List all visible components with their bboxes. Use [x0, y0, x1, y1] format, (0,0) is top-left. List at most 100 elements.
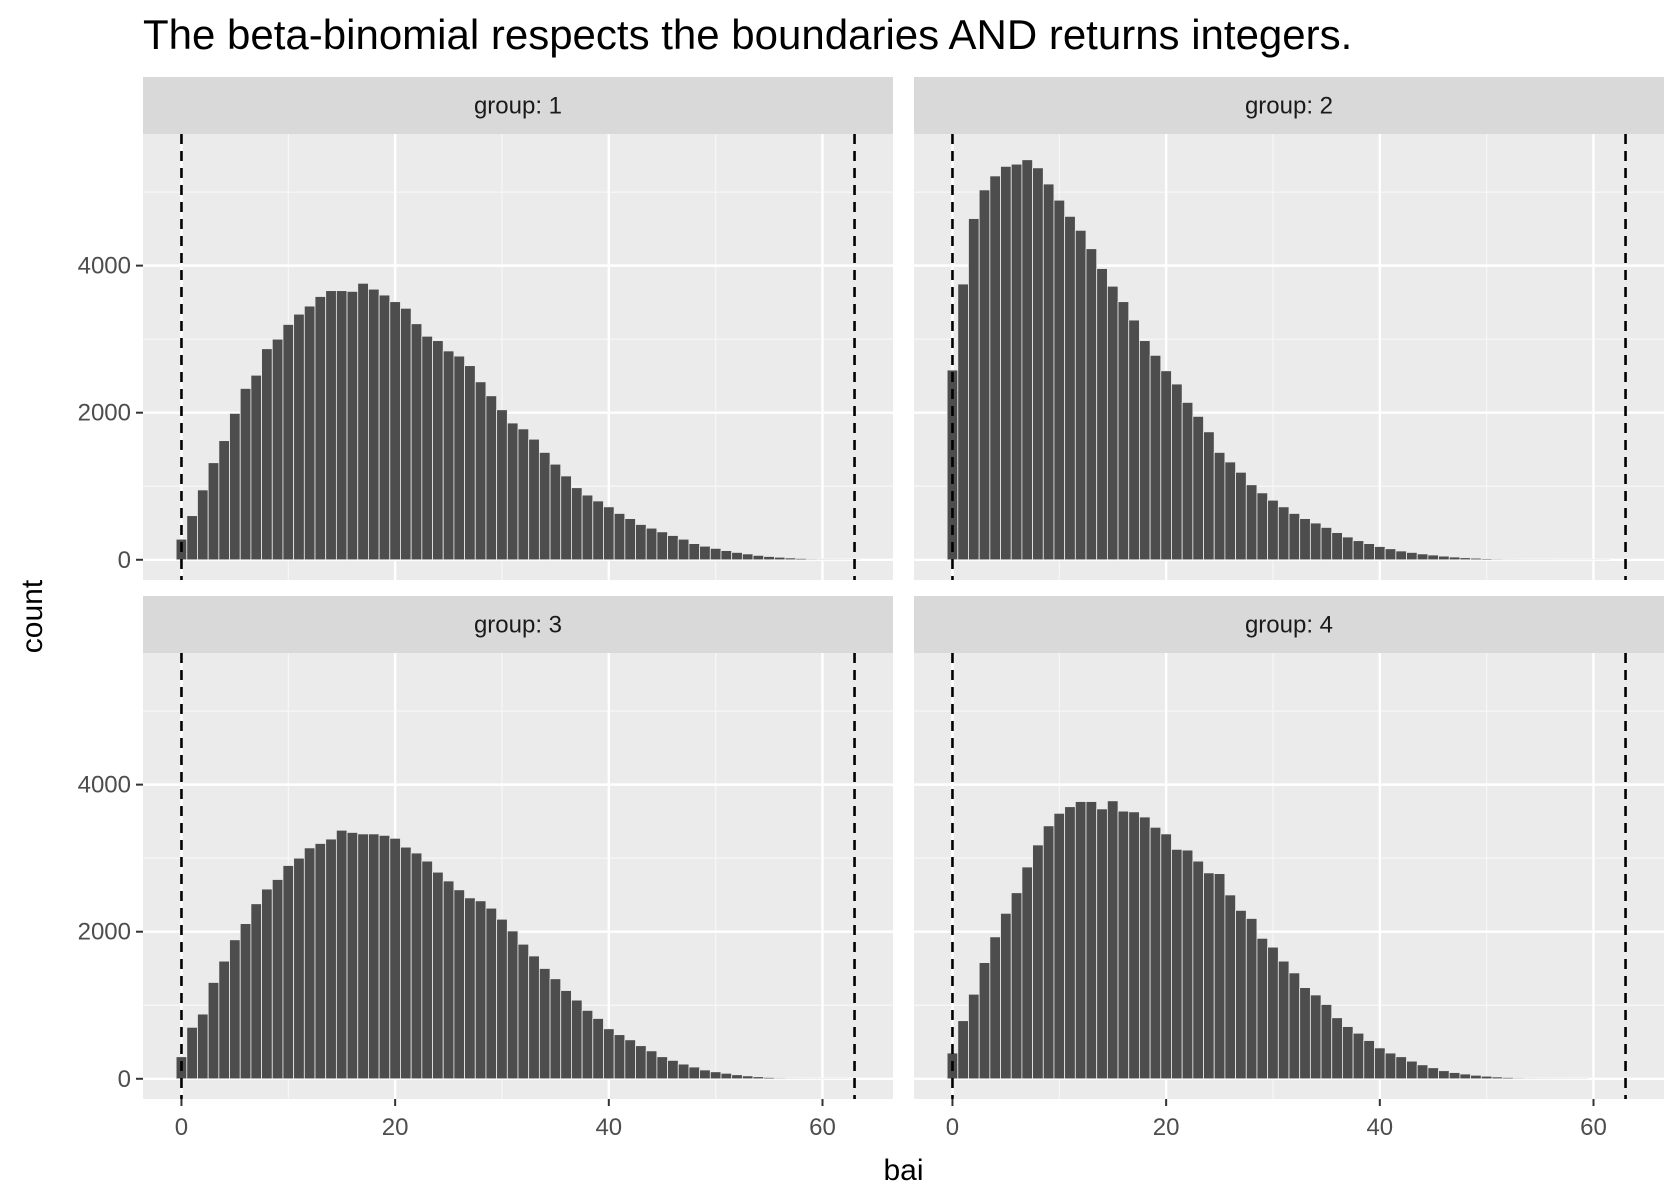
histogram-bar	[1459, 557, 1472, 561]
histogram-bar	[1427, 1067, 1439, 1080]
histogram-bar	[250, 903, 262, 1080]
histogram-bar	[1203, 872, 1215, 1080]
histogram-bar	[1171, 383, 1183, 561]
histogram-bar	[474, 381, 487, 561]
histogram-bar	[1395, 1056, 1407, 1080]
histogram-bar	[603, 506, 615, 561]
histogram-bar	[795, 558, 807, 561]
histogram-bar	[806, 558, 818, 561]
histogram-bar	[335, 290, 348, 561]
histogram-bar	[1470, 557, 1482, 561]
histogram-bar	[688, 543, 701, 561]
facet-strip	[143, 596, 893, 653]
histogram-bar	[1438, 1070, 1450, 1080]
histogram-bar	[282, 865, 295, 1080]
histogram-bar	[1181, 402, 1194, 561]
histogram-bar	[1491, 558, 1504, 561]
facet-panel-4: group: 4	[914, 596, 1664, 1099]
histogram-bar	[1000, 912, 1012, 1080]
histogram-bar	[1032, 844, 1044, 1080]
histogram-bar	[1491, 1076, 1504, 1080]
histogram-bar	[229, 939, 241, 1080]
histogram-bar	[752, 554, 765, 561]
histogram-bar	[368, 833, 380, 1080]
histogram-bar	[218, 960, 230, 1080]
x-axis-title: bai	[883, 1154, 923, 1187]
facet-strip	[914, 596, 1664, 653]
histogram-bar	[186, 1026, 198, 1080]
histogram-bar	[1181, 849, 1194, 1080]
histogram-bar	[656, 1056, 668, 1080]
histogram-bar	[624, 1039, 636, 1080]
histogram-bar	[1245, 918, 1258, 1080]
histogram-bar	[1448, 556, 1461, 561]
histogram-bar	[474, 900, 487, 1080]
y-axis-title: count	[16, 579, 49, 653]
histogram-bar	[688, 1066, 701, 1080]
histogram-bar	[485, 395, 498, 561]
histogram-bar	[571, 487, 583, 561]
histogram-bar	[1117, 301, 1130, 561]
histogram-bar	[378, 294, 391, 561]
histogram-bar	[613, 513, 626, 561]
histogram-bar	[1213, 452, 1226, 561]
histogram-bar	[1085, 248, 1098, 561]
histogram-bar	[1203, 431, 1215, 561]
histogram-bar	[1459, 1073, 1472, 1080]
histogram-bar	[1213, 873, 1226, 1080]
facet-panel-2: group: 2	[914, 77, 1664, 580]
histogram-bar	[720, 1072, 733, 1080]
histogram-bar	[197, 489, 209, 561]
histogram-bar	[968, 218, 980, 561]
histogram-bar	[314, 296, 327, 561]
histogram-bar	[1064, 806, 1076, 1080]
histogram-bar	[1032, 167, 1044, 561]
facet-strip	[143, 77, 893, 134]
histogram-bar	[763, 556, 775, 561]
histogram-bar	[1235, 909, 1247, 1080]
histogram-bar	[314, 843, 327, 1080]
histogram-bar	[357, 282, 369, 561]
histogram-bar	[368, 288, 380, 561]
histogram-bar	[453, 355, 465, 561]
histogram-bar	[978, 962, 991, 1080]
histogram-bar	[592, 500, 604, 561]
histogram-bar	[957, 283, 969, 561]
histogram-bar	[293, 313, 305, 561]
x-tick-label: 60	[1580, 1114, 1607, 1141]
histogram-bar	[1106, 285, 1119, 561]
x-tick-label: 0	[175, 1114, 188, 1141]
histogram-bar	[709, 547, 722, 561]
histogram-bar	[282, 324, 295, 561]
y-tick-label: 0	[118, 1066, 131, 1093]
histogram-bar	[1384, 548, 1397, 561]
histogram-bar	[1320, 527, 1333, 561]
histogram-bar	[1267, 499, 1279, 561]
x-tick-label: 20	[1153, 1114, 1180, 1141]
histogram-bar	[709, 1071, 722, 1080]
histogram-bar	[1406, 1060, 1418, 1080]
histogram-bar	[667, 535, 679, 561]
histogram-bar	[1299, 987, 1311, 1080]
histogram-bar	[464, 897, 476, 1080]
histogram-bar	[784, 557, 797, 561]
histogram-bar	[1277, 506, 1290, 561]
histogram-bar	[1010, 892, 1023, 1080]
histogram-bar	[635, 524, 647, 561]
histogram-bar	[1224, 894, 1236, 1080]
histogram-bar	[1288, 513, 1301, 561]
histogram-bar	[731, 552, 743, 561]
histogram-bar	[207, 982, 220, 1080]
y-axis: 0 2000 4000 0 2000 4000	[78, 253, 143, 1093]
histogram-bar	[1406, 552, 1418, 561]
histogram-bar	[571, 999, 583, 1080]
histogram-bar	[560, 475, 572, 561]
histogram-bar	[293, 857, 305, 1080]
histogram-bar	[699, 545, 711, 561]
histogram-bar	[506, 422, 519, 561]
histogram-bar	[978, 189, 991, 561]
histogram-bar	[1010, 163, 1023, 561]
histogram-bar	[485, 907, 498, 1080]
histogram-bar	[1309, 522, 1322, 561]
histogram-bar	[741, 1075, 754, 1080]
